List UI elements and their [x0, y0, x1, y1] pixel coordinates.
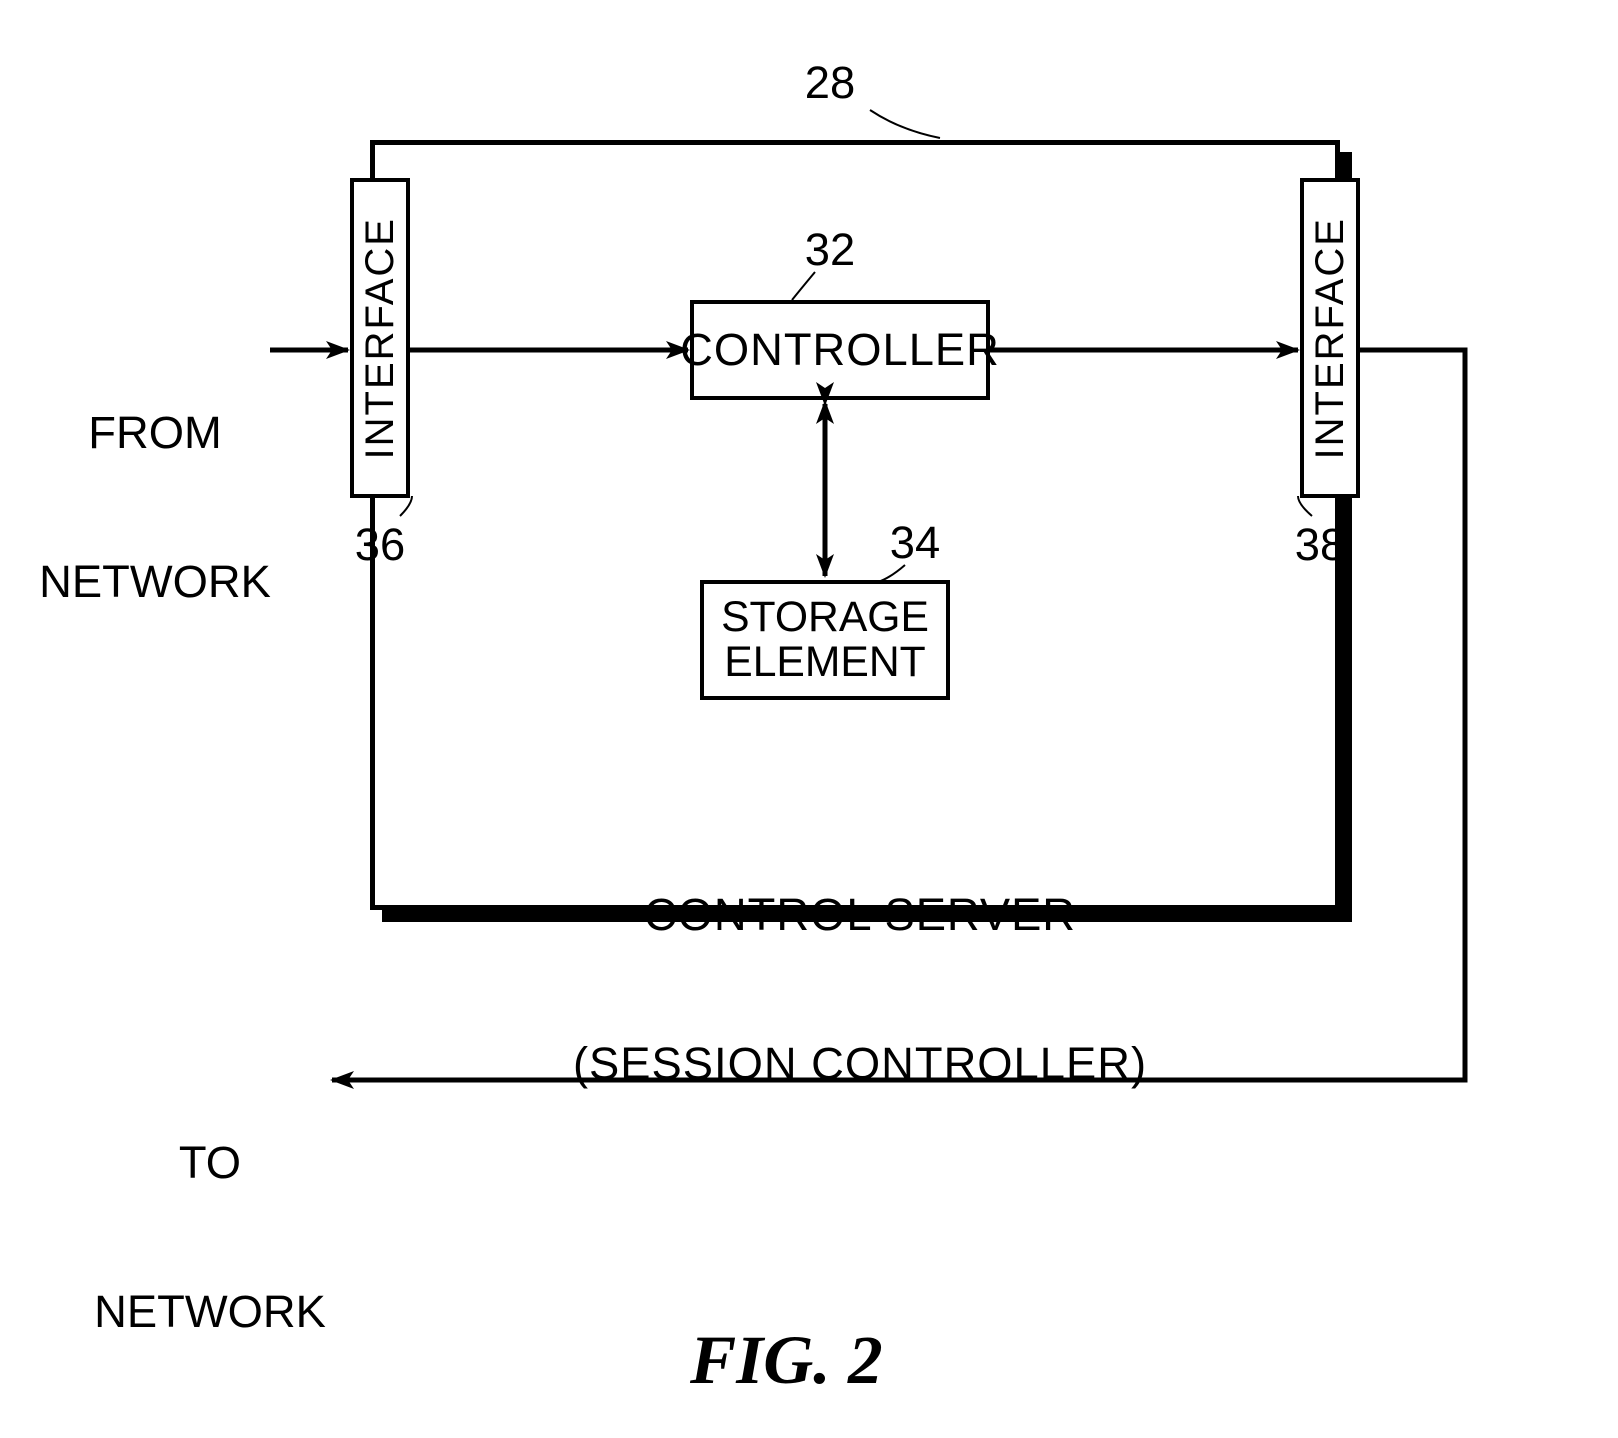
interface-left-box: INTERFACE: [350, 178, 410, 498]
ref-32: 32: [805, 225, 855, 275]
ref-36: 36: [355, 520, 405, 570]
to-network-1: TO: [94, 1138, 326, 1188]
figure-caption: FIG. 2: [690, 1320, 883, 1400]
from-network-label: FROM NETWORK: [39, 308, 271, 707]
to-network-2: NETWORK: [94, 1287, 326, 1337]
to-network-label: TO NETWORK: [94, 1038, 326, 1437]
outer-box-label-1: CONTROL SERVER: [573, 890, 1147, 940]
storage-label-2: ELEMENT: [724, 640, 925, 685]
leader-28: [870, 110, 940, 138]
ref-28: 28: [805, 58, 855, 108]
outer-box-label-2: (SESSION CONTROLLER): [573, 1039, 1147, 1089]
interface-right-box: INTERFACE: [1300, 178, 1360, 498]
controller-box: CONTROLLER: [690, 300, 990, 400]
storage-label-1: STORAGE: [721, 595, 929, 640]
interface-left-label: INTERFACE: [358, 217, 403, 459]
from-network-2: NETWORK: [39, 557, 271, 607]
ref-38: 38: [1295, 520, 1345, 570]
controller-label: CONTROLLER: [680, 324, 1000, 376]
outer-box-label: CONTROL SERVER (SESSION CONTROLLER): [573, 790, 1147, 1189]
ref-34: 34: [890, 518, 940, 568]
interface-right-label: INTERFACE: [1308, 217, 1353, 459]
storage-box: STORAGE ELEMENT: [700, 580, 950, 700]
from-network-1: FROM: [39, 408, 271, 458]
diagram-stage: INTERFACE INTERFACE CONTROLLER STORAGE E…: [0, 0, 1618, 1438]
